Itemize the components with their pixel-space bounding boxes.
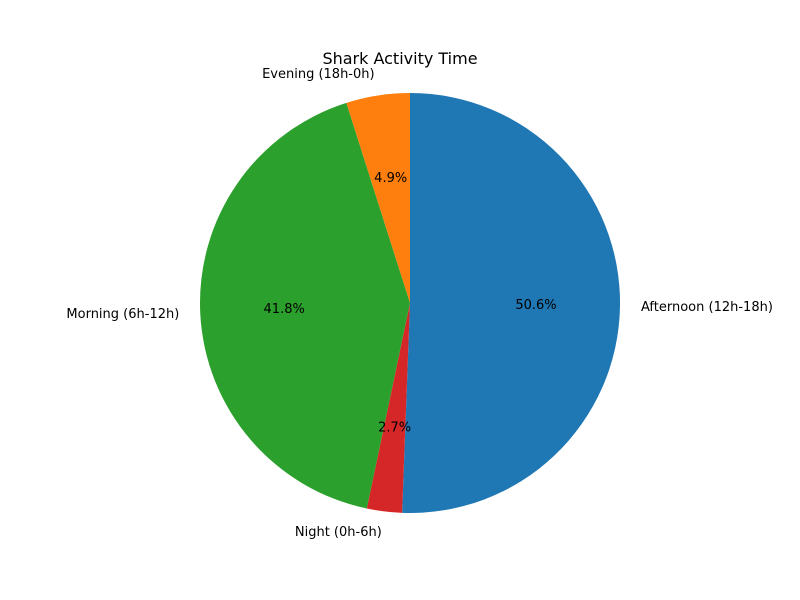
slice-labels: Afternoon (12h-18h) Night (0h-6h) Morning …	[66, 67, 772, 540]
pie-slice-evening-18h-0h	[346, 93, 410, 303]
percent-label-night-0h-6h: 2.7%	[378, 421, 411, 436]
pie-slices	[199, 93, 621, 514]
slice-label-morning-6h-12h: Morning (6h-12h)	[66, 307, 179, 322]
pie-slice-morning-6h-12h	[199, 102, 410, 509]
slice-label-evening-18h-0h: Evening (18h-0h)	[262, 67, 375, 82]
percent-label-morning-6h-12h: 41.8%	[264, 302, 305, 317]
percent-label-afternoon-12h-18h: 50.6%	[515, 298, 556, 313]
slice-label-night-0h-6h: Night (0h-6h)	[295, 525, 382, 540]
chart-title: Shark Activity Time	[322, 49, 477, 68]
slice-label-afternoon-12h-18h: Afternoon (12h-18h)	[641, 300, 773, 315]
percent-labels: 50.6% 2.7% 41.8% 4.9%	[264, 171, 557, 436]
pie-slice-afternoon-12h-18h	[402, 93, 621, 514]
percent-label-evening-18h-0h: 4.9%	[374, 171, 407, 186]
pie-slice-night-0h-6h	[366, 303, 410, 513]
